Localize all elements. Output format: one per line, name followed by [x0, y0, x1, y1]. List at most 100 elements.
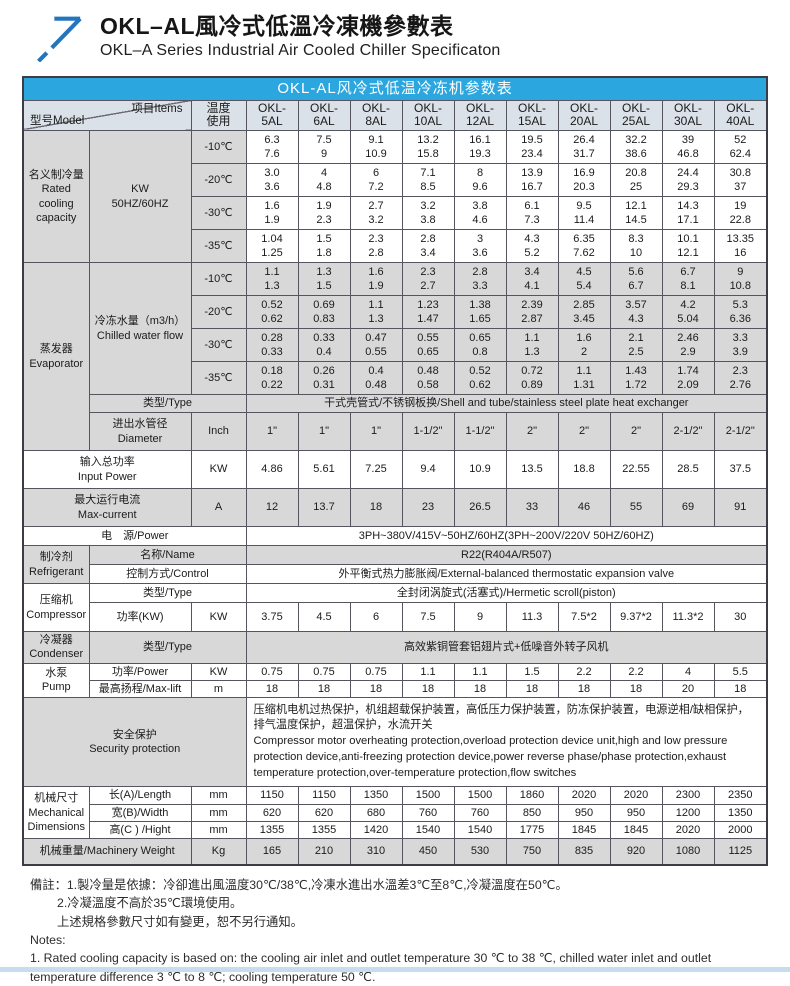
- temp-use-header: 温度 使用: [190, 99, 247, 132]
- column-header: OKL- 12AL: [453, 99, 507, 132]
- table-cell: 6.3 7.6: [245, 130, 299, 165]
- table-cell: 1": [297, 412, 351, 452]
- table-cell: 620: [297, 803, 351, 822]
- table-cell: 2.7 3.2: [349, 196, 403, 231]
- table-cell: 5.6 6.7: [609, 262, 663, 297]
- table-cell: 210: [297, 838, 351, 866]
- section-label: 机械重量/Machinery Weight: [22, 838, 192, 866]
- unit-label: m: [190, 679, 247, 699]
- section-label: 水泵 Pump: [22, 662, 90, 699]
- table-cell: 1": [245, 412, 299, 452]
- table-cell: 18: [609, 679, 663, 699]
- table-cell: 18: [557, 679, 611, 699]
- table-cell: 1355: [297, 820, 351, 840]
- table-cell: 2350: [713, 786, 768, 805]
- table-cell: 0.52 0.62: [453, 361, 507, 396]
- column-header: OKL- 5AL: [245, 99, 299, 132]
- table-cell: 52 62.4: [713, 130, 768, 165]
- item-label: 功率/Power: [88, 662, 192, 681]
- table-cell: 2.39 2.87: [505, 295, 559, 330]
- table-cell: 6.7 8.1: [661, 262, 715, 297]
- item-label: 类型/Type: [88, 583, 247, 604]
- table-cell: 1845: [557, 820, 611, 840]
- table-cell: 1500: [453, 786, 507, 805]
- table-cell: 30.8 37: [713, 163, 768, 198]
- table-cell: 1200: [661, 803, 715, 822]
- table-cell: 13.2 15.8: [401, 130, 455, 165]
- table-cell: 0.65 0.8: [453, 328, 507, 363]
- title-block: OKL–AL風冷式低溫冷凍機參數表 OKL–A Series Industria…: [100, 10, 501, 62]
- page-subtitle: OKL–A Series Industrial Air Cooled Chill…: [100, 41, 501, 59]
- table-cell: 9.5 11.4: [557, 196, 611, 231]
- table-cell: 2020: [609, 786, 663, 805]
- table-cell: 950: [609, 803, 663, 822]
- table-cell: 30: [713, 602, 768, 633]
- table-cell: 1540: [453, 820, 507, 840]
- section-label: 名义制冷量 Rated cooling capacity: [22, 130, 90, 264]
- table-cell: 1.74 2.09: [661, 361, 715, 396]
- items-label: 项目Items: [131, 102, 183, 115]
- table-cell: 3.57 4.3: [609, 295, 663, 330]
- table-row: 功率(KW) KW 3.75 4.5 6 7.5 9 11.3 7.5*2 9.37*2 11.3*…: [23, 602, 768, 633]
- column-header: OKL- 20AL: [557, 99, 611, 132]
- table-cell: 19.5 23.4: [505, 130, 559, 165]
- table-cell: 1775: [505, 820, 559, 840]
- table-cell: 1150: [245, 786, 299, 805]
- table-title: OKL-AL风冷式低温冷冻机参数表: [22, 76, 768, 101]
- table-cell: 0.52 0.62: [245, 295, 299, 330]
- item-label: 高(C ) /Hight: [88, 820, 192, 840]
- section-label: 机械尺寸 Mechanical Dimensions: [22, 786, 90, 840]
- table-cell: 12: [245, 488, 299, 528]
- model-label: 型号Model: [30, 114, 85, 127]
- table-cell: 13.35 16: [713, 229, 768, 264]
- table-cell: 20: [661, 679, 715, 699]
- table-cell: 750: [505, 838, 559, 866]
- table-cell: 1.5: [505, 662, 559, 681]
- table-cell: 0.4 0.48: [349, 361, 403, 396]
- section-label: 安全保护 Security protection: [22, 697, 247, 788]
- table-cell: 2300: [661, 786, 715, 805]
- spec-value: 全封闭涡旋式(活塞式)/Hermetic scroll(piston): [245, 583, 768, 604]
- table-cell: 1080: [661, 838, 715, 866]
- table-cell: 1.38 1.65: [453, 295, 507, 330]
- table-cell: 1": [349, 412, 403, 452]
- table-cell: 1.1 1.3: [505, 328, 559, 363]
- table-cell: 0.72 0.89: [505, 361, 559, 396]
- table-cell: 18: [245, 679, 299, 699]
- table-cell: 680: [349, 803, 403, 822]
- table-cell: 4: [661, 662, 715, 681]
- column-header: OKL- 15AL: [505, 99, 559, 132]
- table-cell: 450: [401, 838, 455, 866]
- spec-value: 干式壳管式/不锈钢板换/Shell and tube/stainless ste…: [245, 394, 768, 414]
- table-cell: 2-1/2": [661, 412, 715, 452]
- table-cell: 2": [609, 412, 663, 452]
- table-cell: 1355: [245, 820, 299, 840]
- table-cell: 1.6 1.9: [349, 262, 403, 297]
- table-cell: 2.1 2.5: [609, 328, 663, 363]
- table-cell: 1540: [401, 820, 455, 840]
- table-row: 最高扬程/Max-lift m 18 18 18 18 18 18 18 18 20 18: [23, 679, 768, 699]
- table-cell: 0.33 0.4: [297, 328, 351, 363]
- table-cell: 850: [505, 803, 559, 822]
- table-cell: 2.3 2.8: [349, 229, 403, 264]
- table-cell: 7.5*2: [557, 602, 611, 633]
- table-cell: 6: [349, 602, 403, 633]
- table-cell: 6.35 7.62: [557, 229, 611, 264]
- temp-label: -30℃: [190, 196, 247, 231]
- table-cell: 18: [297, 679, 351, 699]
- table-cell: 4.86: [245, 450, 299, 490]
- table-cell: 2020: [661, 820, 715, 840]
- spec-table: OKL-AL风冷式低温冷冻机参数表 项目Items 型号Model 温度 使用 OKL-…: [22, 76, 769, 866]
- column-header: OKL- 25AL: [609, 99, 663, 132]
- table-cell: 13.7: [297, 488, 351, 528]
- table-cell: 1.23 1.47: [401, 295, 455, 330]
- table-cell: 1845: [609, 820, 663, 840]
- item-label: 冷冻水量（m3/h） Chilled water flow: [88, 262, 192, 396]
- table-row: 项目Items 型号Model 温度 使用 OKL- 5AL OKL- 6AL OKL- …: [22, 99, 768, 132]
- table-cell: 920: [609, 838, 663, 866]
- note-line: 備註：1.製冷量是依據：冷卻進出風溫度30℃/38℃,冷凍水進出水溫差3℃至8℃…: [30, 877, 568, 892]
- table-cell: 1-1/2": [401, 412, 455, 452]
- spec-value: 压缩机电机过热保护，机组超载保护装置，高低压力保护装置，防冻保护装置，电源逆相/…: [245, 697, 768, 788]
- table-cell: 1.04 1.25: [245, 229, 299, 264]
- table-cell: 760: [401, 803, 455, 822]
